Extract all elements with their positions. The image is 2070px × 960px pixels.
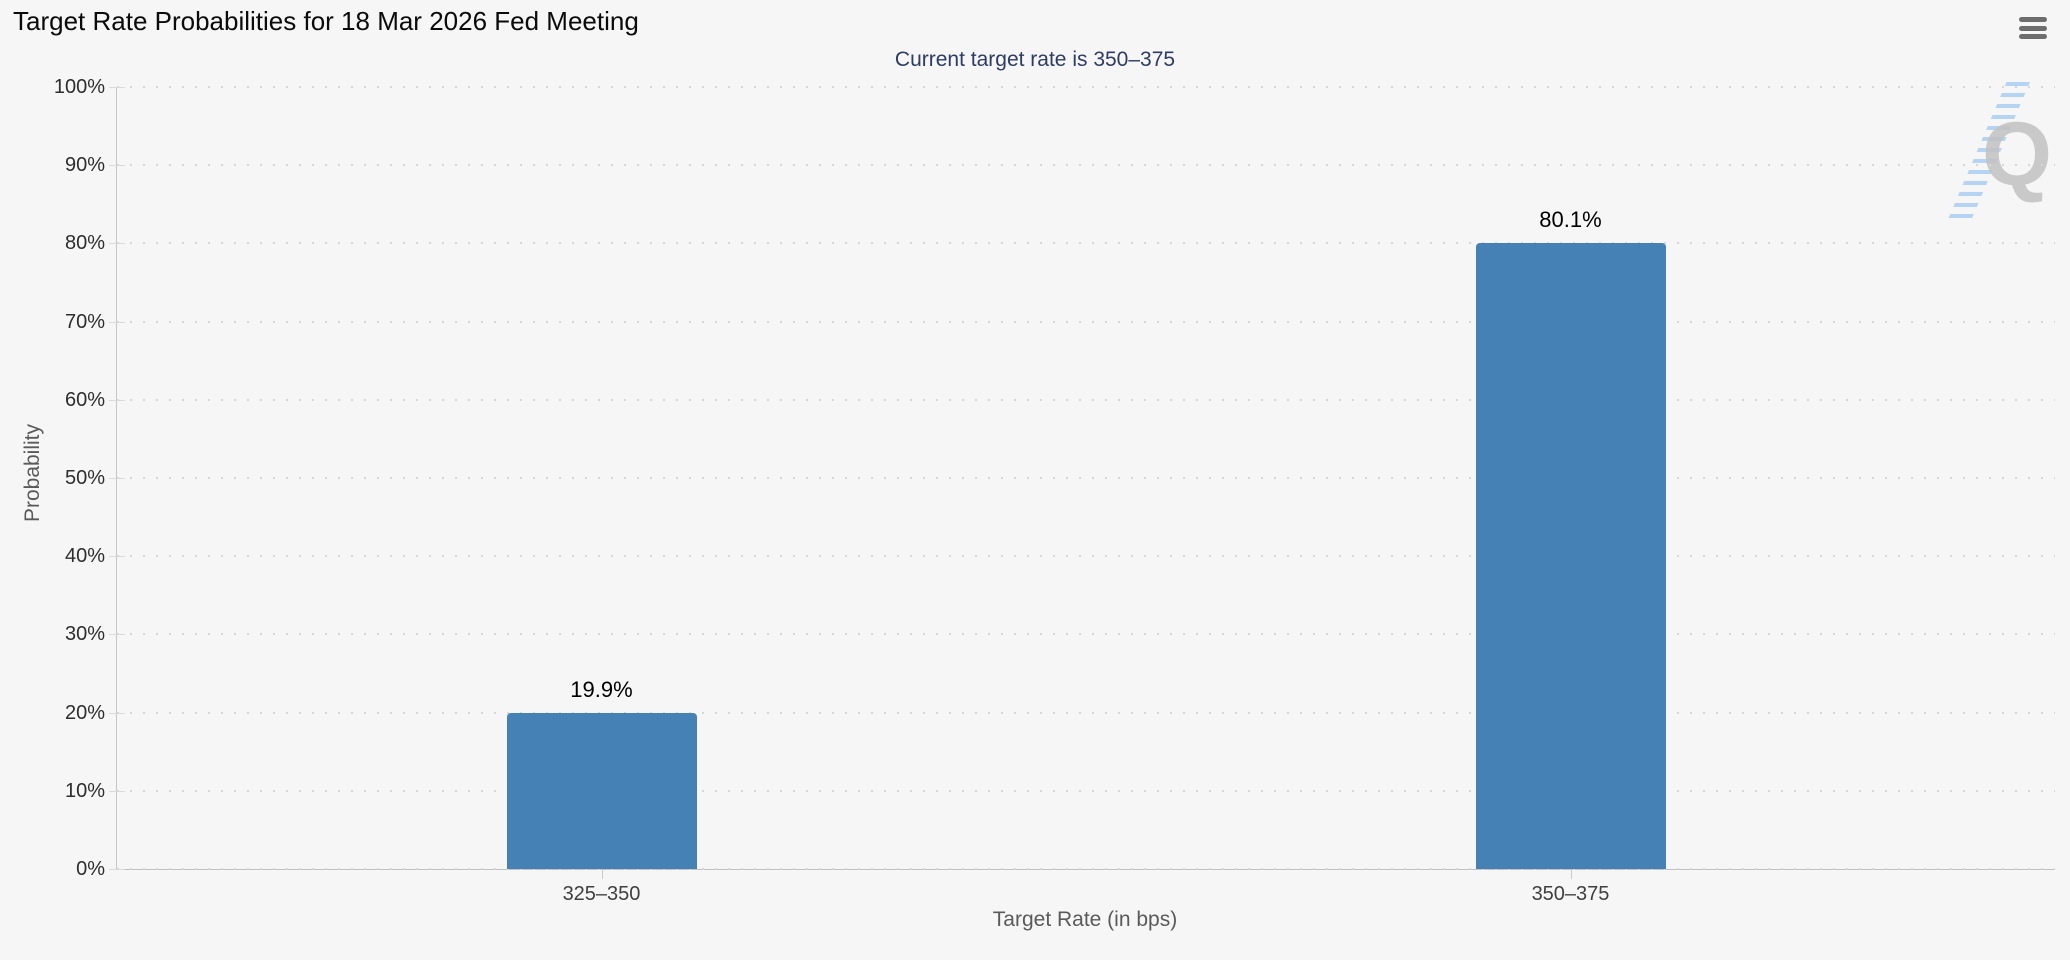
- x-tick-mark: [1570, 869, 1572, 879]
- bar-value-label: 80.1%: [1539, 206, 1602, 232]
- y-tick-label: 30%: [64, 623, 105, 646]
- h-gridline: [117, 789, 2055, 792]
- y-tick-label: 50%: [64, 467, 105, 489]
- menu-bar: [2019, 25, 2047, 31]
- y-tick-label: 20%: [64, 701, 105, 724]
- probability-bar[interactable]: [1475, 242, 1666, 869]
- h-gridline: [117, 555, 2055, 558]
- y-tick-label: 80%: [64, 232, 105, 255]
- x-tick-label: 350–375: [1531, 883, 1610, 905]
- hamburger-menu-icon[interactable]: [2019, 15, 2047, 41]
- y-tick-mark: [109, 399, 125, 401]
- h-gridline: [117, 242, 2055, 245]
- x-tick-mark: [601, 869, 603, 879]
- y-tick-mark: [109, 478, 125, 479]
- chart-title: Target Rate Probabilities for 18 Mar 202…: [13, 6, 639, 36]
- x-axis-title: Target Rate (in bps): [992, 908, 1178, 931]
- h-gridline: [117, 633, 2055, 636]
- h-gridline: [117, 86, 2055, 88]
- y-tick-mark: [109, 165, 125, 167]
- h-gridline: [117, 164, 2055, 167]
- probability-bar[interactable]: [506, 713, 697, 869]
- x-tick-label: 325–350: [562, 883, 641, 905]
- y-tick-mark: [109, 556, 125, 558]
- y-tick-label: 70%: [64, 310, 105, 333]
- y-tick-mark: [109, 321, 125, 323]
- y-tick-mark: [109, 634, 125, 636]
- y-tick-label: 100%: [53, 76, 105, 98]
- y-tick-mark: [109, 869, 125, 870]
- h-gridline: [117, 320, 2055, 323]
- y-tick-mark: [109, 712, 125, 714]
- h-gridline: [117, 477, 2055, 479]
- h-gridline: [117, 868, 2055, 870]
- menu-bar: [2019, 17, 2047, 22]
- y-tick-mark: [109, 790, 125, 792]
- y-axis-title: Probability: [21, 423, 44, 523]
- y-tick-mark: [109, 243, 125, 245]
- plot-area: 0% 10% 20% 30% 40% 50% 60% 70% 80% 90% 100% 19.9% 32…: [54, 76, 2055, 905]
- chart-subtitle: Current target rate is 350–375: [894, 48, 1176, 71]
- y-tick-mark: [109, 87, 125, 88]
- y-tick-label: 60%: [64, 388, 105, 411]
- bar-value-label: 19.9%: [570, 677, 633, 703]
- y-tick-label: 90%: [64, 154, 105, 177]
- menu-bar: [2019, 34, 2047, 39]
- h-gridline: [117, 398, 2055, 401]
- y-tick-label: 40%: [64, 545, 105, 568]
- y-tick-label: 0%: [76, 858, 105, 880]
- h-gridline: [117, 711, 2055, 714]
- y-tick-label: 10%: [64, 779, 105, 802]
